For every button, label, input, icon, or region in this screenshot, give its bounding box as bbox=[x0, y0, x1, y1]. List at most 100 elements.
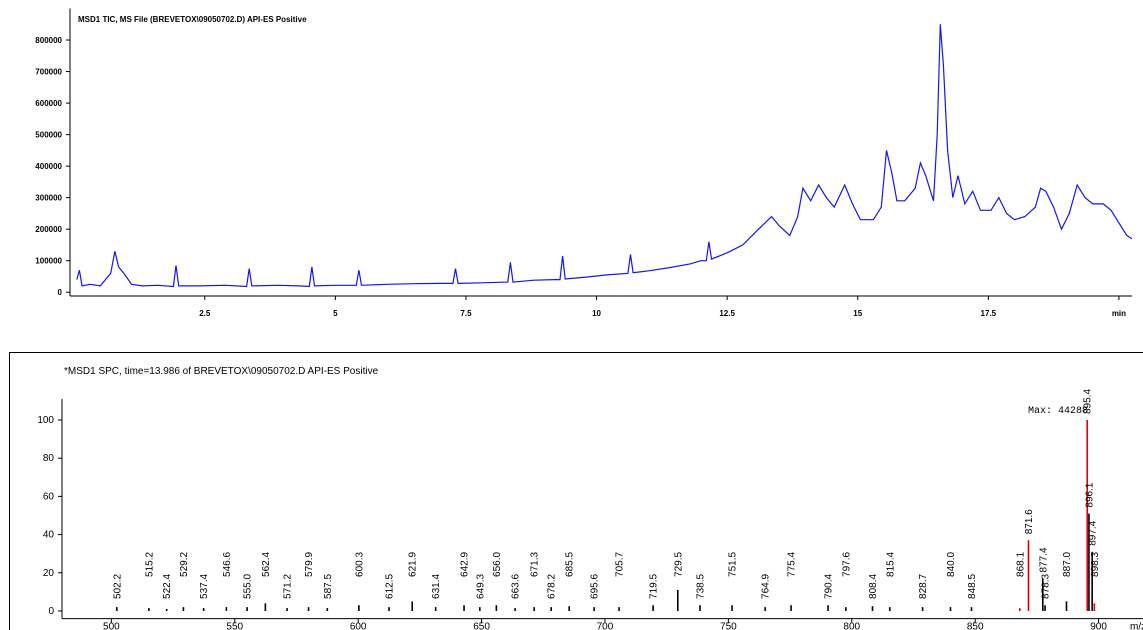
peak bbox=[731, 605, 733, 611]
peak bbox=[764, 607, 766, 611]
peak bbox=[165, 609, 168, 611]
y-tick-label: 0 bbox=[48, 606, 54, 617]
peak bbox=[845, 607, 847, 611]
peak-label: 775.4 bbox=[787, 551, 798, 576]
peak-label: 895.4 bbox=[1083, 389, 1094, 414]
x-tick-label: 850 bbox=[967, 622, 984, 630]
peak-label: 897.4 bbox=[1088, 520, 1099, 545]
peak bbox=[1088, 513, 1090, 611]
peak-label: 887.0 bbox=[1062, 551, 1073, 576]
peak-label: 719.5 bbox=[649, 573, 660, 598]
peak-label: 502.2 bbox=[112, 573, 123, 598]
peak-label: 815.4 bbox=[885, 551, 896, 576]
peak bbox=[888, 607, 891, 611]
y-tick-label: 600000 bbox=[35, 99, 62, 108]
x-tick-label: 7.5 bbox=[460, 309, 472, 318]
peak-label: 705.7 bbox=[615, 551, 626, 576]
peak-label: 868.1 bbox=[1015, 551, 1026, 576]
peak-label: 515.2 bbox=[144, 551, 155, 576]
y-tick-label: 100000 bbox=[35, 257, 62, 266]
peak-label: 546.6 bbox=[222, 551, 233, 576]
peak bbox=[949, 607, 952, 611]
x-tick-label: 900 bbox=[1090, 622, 1107, 630]
peak-label: 587.5 bbox=[323, 573, 334, 598]
y-tick-label: 100 bbox=[37, 415, 54, 426]
peak-label: 685.5 bbox=[565, 551, 576, 576]
y-tick-label: 300000 bbox=[35, 194, 62, 203]
peak bbox=[699, 605, 701, 611]
peak bbox=[495, 605, 498, 611]
peak bbox=[618, 607, 620, 611]
peak bbox=[115, 607, 118, 611]
x-tick-label: 550 bbox=[226, 622, 243, 630]
peak-label: 649.3 bbox=[475, 573, 486, 598]
peak-label: 848.5 bbox=[967, 573, 978, 598]
peak bbox=[533, 607, 535, 611]
peak bbox=[593, 607, 595, 611]
y-tick-label: 800000 bbox=[35, 36, 62, 45]
peak-label: 896.1 bbox=[1084, 482, 1095, 507]
peak bbox=[1019, 608, 1021, 611]
x-tick-label: 17.5 bbox=[981, 309, 997, 318]
x-tick-label: 12.5 bbox=[719, 309, 735, 318]
x-tick-label: 5 bbox=[333, 309, 338, 318]
peak bbox=[1041, 578, 1044, 611]
peak bbox=[514, 608, 516, 611]
peak bbox=[246, 607, 248, 611]
peak-label: 764.9 bbox=[761, 573, 772, 598]
peak-label: 600.3 bbox=[354, 551, 365, 576]
peak bbox=[970, 607, 973, 611]
peak bbox=[202, 608, 205, 611]
peak-label: 729.5 bbox=[673, 551, 684, 576]
peak bbox=[148, 608, 150, 611]
x-tick-label: 700 bbox=[597, 622, 614, 630]
y-tick-label: 500000 bbox=[35, 131, 62, 140]
peak-label: 555.0 bbox=[243, 573, 254, 598]
peak-label: 663.6 bbox=[511, 573, 522, 598]
y-tick-label: 20 bbox=[43, 568, 55, 579]
peak bbox=[358, 605, 360, 611]
peak-label: 642.9 bbox=[460, 551, 471, 576]
x-tick-label: 2.5 bbox=[199, 309, 211, 318]
x-tick-label: 10 bbox=[592, 309, 601, 318]
peak-label: 738.5 bbox=[695, 573, 706, 598]
peak bbox=[388, 607, 390, 611]
peak-label: 751.5 bbox=[728, 551, 739, 576]
peak bbox=[1044, 605, 1046, 611]
peak-label: 529.2 bbox=[179, 551, 190, 576]
peak-label: 877.4 bbox=[1038, 547, 1049, 572]
peak-label: 612.5 bbox=[385, 573, 396, 598]
peak-label: 579.9 bbox=[304, 551, 315, 576]
peak-label: 621.9 bbox=[408, 551, 419, 576]
peak bbox=[871, 606, 874, 611]
peak bbox=[1027, 540, 1030, 611]
y-tick-label: 700000 bbox=[35, 68, 62, 77]
x-axis-label: m/z bbox=[1130, 622, 1143, 630]
peak bbox=[307, 607, 310, 611]
peak-label: 631.4 bbox=[431, 573, 442, 598]
peak-label: 898.3 bbox=[1090, 551, 1101, 576]
peak bbox=[225, 607, 228, 611]
peak bbox=[1086, 420, 1089, 611]
tic-line bbox=[76, 24, 1133, 288]
x-tick-label: 600 bbox=[350, 622, 367, 630]
y-tick-label: 0 bbox=[58, 288, 63, 297]
peak bbox=[286, 608, 288, 611]
peak bbox=[479, 607, 481, 611]
x-tick-label: 500 bbox=[103, 622, 120, 630]
peak bbox=[1065, 601, 1068, 611]
peak-label: 671.3 bbox=[530, 551, 541, 576]
peak bbox=[676, 589, 679, 611]
peak-label: 828.7 bbox=[918, 573, 929, 598]
x-tick-label: 15 bbox=[853, 309, 862, 318]
peak-label: 790.4 bbox=[824, 573, 835, 598]
peak bbox=[921, 607, 924, 611]
spectrum-frame bbox=[9, 352, 1143, 630]
peak bbox=[264, 603, 267, 611]
peak-label: 678.2 bbox=[547, 573, 558, 598]
y-tick-label: 60 bbox=[43, 491, 55, 502]
x-tick-label: 800 bbox=[843, 622, 860, 630]
y-tick-label: 40 bbox=[43, 530, 55, 541]
peak-label: 797.6 bbox=[841, 551, 852, 576]
peak bbox=[790, 605, 792, 611]
